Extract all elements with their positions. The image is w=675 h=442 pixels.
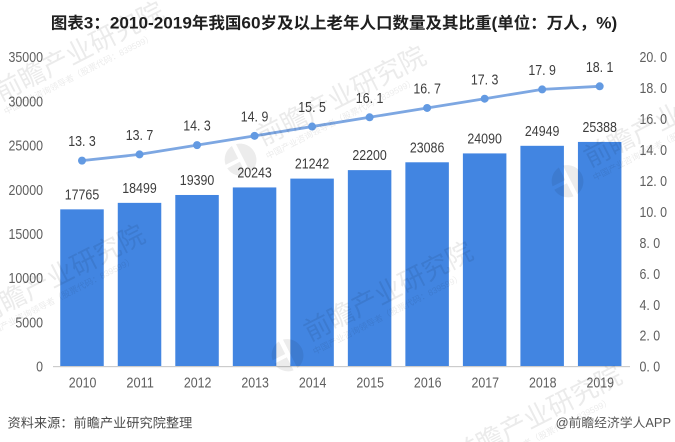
svg-text:18. 1: 18. 1 <box>586 60 614 76</box>
svg-text:18499: 18499 <box>122 181 156 197</box>
svg-text:2011: 2011 <box>126 376 154 392</box>
svg-text:10000: 10000 <box>9 271 43 287</box>
svg-text:18. 0: 18. 0 <box>640 81 668 97</box>
svg-text:8. 0: 8. 0 <box>640 236 661 252</box>
svg-text:13. 3: 13. 3 <box>68 134 96 150</box>
svg-text:%): %) <box>596 15 617 33</box>
svg-text:30000: 30000 <box>9 94 43 110</box>
svg-text:2016: 2016 <box>414 376 442 392</box>
svg-text:2013: 2013 <box>241 376 269 392</box>
svg-text:0. 0: 0. 0 <box>640 360 661 376</box>
svg-text:13. 7: 13. 7 <box>126 128 154 144</box>
svg-text:60: 60 <box>241 15 260 33</box>
svg-text:20243: 20243 <box>237 165 271 181</box>
svg-text:6. 0: 6. 0 <box>640 267 661 283</box>
svg-text:15000: 15000 <box>9 227 43 243</box>
svg-text:4. 0: 4. 0 <box>640 298 661 314</box>
svg-text:35000: 35000 <box>9 50 43 66</box>
svg-text:2015: 2015 <box>356 376 384 392</box>
svg-text:14. 9: 14. 9 <box>241 109 269 125</box>
svg-text:17. 9: 17. 9 <box>528 63 556 79</box>
svg-text:2017: 2017 <box>471 376 499 392</box>
svg-text:14. 3: 14. 3 <box>183 119 211 135</box>
svg-text:16. 7: 16. 7 <box>413 82 441 98</box>
svg-text:2. 0: 2. 0 <box>640 329 661 345</box>
svg-text:22200: 22200 <box>352 148 386 164</box>
svg-text:25000: 25000 <box>9 139 43 155</box>
svg-text:23086: 23086 <box>410 140 444 156</box>
svg-text:19390: 19390 <box>180 173 214 189</box>
svg-text:25388: 25388 <box>582 120 616 136</box>
svg-text:17. 3: 17. 3 <box>471 72 499 88</box>
svg-text:21242: 21242 <box>295 157 329 173</box>
svg-text:10. 0: 10. 0 <box>640 205 668 221</box>
svg-text:12. 0: 12. 0 <box>640 174 668 190</box>
svg-text:APP: APP <box>645 415 671 430</box>
svg-text:24949: 24949 <box>525 124 559 140</box>
svg-text:2014: 2014 <box>299 376 327 392</box>
svg-text:2012: 2012 <box>184 376 212 392</box>
svg-text:17765: 17765 <box>65 187 99 203</box>
svg-text:2010: 2010 <box>69 376 97 392</box>
svg-text:2018: 2018 <box>529 376 557 392</box>
svg-text:24090: 24090 <box>467 131 501 147</box>
svg-text:3: 3 <box>84 15 94 33</box>
svg-text:20. 0: 20. 0 <box>640 50 668 66</box>
svg-text:14. 0: 14. 0 <box>640 143 668 159</box>
svg-text:(: ( <box>492 15 498 33</box>
svg-text:0: 0 <box>36 360 43 376</box>
svg-text:20000: 20000 <box>9 183 43 199</box>
